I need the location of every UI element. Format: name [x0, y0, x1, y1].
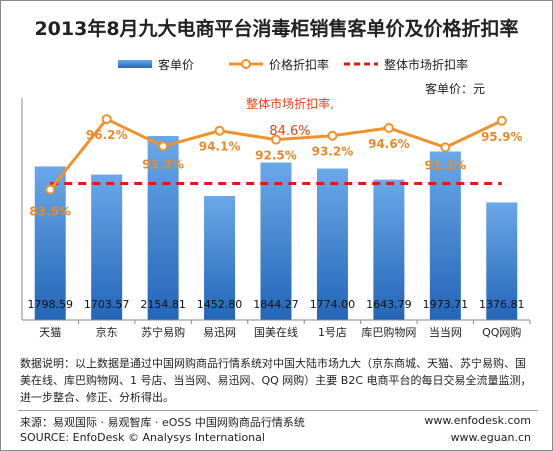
legend-bar-swatch — [118, 60, 152, 68]
discount-point-1 — [101, 114, 112, 125]
discount-label-3: 94.1% — [199, 140, 241, 154]
source-en: SOURCE: EnfoDesk © Analysys Internationa… — [20, 431, 265, 444]
discount-label-1: 96.2% — [86, 128, 128, 142]
discount-point-5 — [327, 130, 338, 141]
discount-point-4 — [271, 134, 281, 145]
bar-6 — [373, 179, 405, 320]
x-tick-label-7: 当当网 — [429, 325, 462, 339]
bar-4 — [260, 162, 292, 320]
bar-3 — [204, 195, 236, 320]
discount-point-6 — [383, 122, 394, 133]
x-tick-label-0: 天猫 — [39, 326, 61, 339]
x-tick-label-8: QQ网购 — [482, 325, 521, 339]
legend-dashed: 整体市场折扣率 — [344, 56, 474, 72]
discount-label-5: 93.2% — [312, 145, 354, 159]
discount-point-3 — [214, 125, 225, 136]
bar-value-label-5: 1774.00 — [310, 298, 356, 311]
discount-label-8: 95.9% — [481, 130, 523, 144]
chart-title: 2013年8月九大电商平台消毒柜销售客单价及价格折扣率 — [34, 18, 519, 40]
discount-label-6: 94.6% — [368, 137, 410, 151]
x-tick-label-1: 京东 — [96, 325, 118, 339]
legend-line-label: 价格折扣率 — [269, 58, 330, 72]
bar-value-label-0: 1798.59 — [27, 298, 73, 311]
discount-label-2: 91.3% — [142, 157, 184, 171]
x-tick-label-6: 库巴购物网 — [361, 325, 416, 339]
url-enfodesk: www.enfodesk.com — [424, 414, 531, 427]
bar-value-label-6: 1643.79 — [366, 298, 412, 311]
discount-label-0: 83.5% — [29, 205, 71, 219]
bar-value-label-1: 1703.57 — [84, 298, 130, 311]
annotation-line2: 84.6% — [269, 124, 310, 139]
bar-value-label-7: 1973.71 — [423, 298, 469, 311]
legend-dashed-label: 整体市场折扣率 — [384, 58, 469, 72]
bar-2 — [147, 136, 179, 320]
data-note: 数据说明：以上数据是通过中国网购商品行情系统对中国大陆市场九大（京东商城、天猫、… — [20, 357, 532, 404]
bar-7 — [429, 151, 461, 320]
bar-5 — [316, 168, 348, 320]
discount-point-2 — [158, 141, 169, 152]
bar-value-label-8: 1376.81 — [479, 298, 525, 311]
legend-bar-label: 客单价 — [158, 58, 195, 72]
source-cn: 来源：易观国际 · 易观智库 · eOSS 中国网购商品行情系统 — [20, 416, 305, 429]
x-tick-label-5: 1号店 — [318, 325, 347, 339]
bar-value-label-2: 2154.81 — [140, 298, 186, 311]
x-tick-label-2: 苏宁易购 — [141, 325, 185, 339]
url-eguan: www.eguan.cn — [450, 431, 531, 444]
bar-8 — [486, 202, 518, 320]
legend-line-swatch — [229, 59, 263, 69]
legend-bar: 客单价 — [118, 56, 198, 72]
discount-point-7 — [440, 142, 451, 153]
discount-label-7: 91.1% — [425, 158, 467, 172]
bar-1 — [91, 174, 123, 320]
x-tick-label-3: 易迅网 — [203, 326, 236, 339]
footer-divider — [18, 410, 538, 411]
x-tick-label-4: 国美在线 — [254, 325, 298, 339]
annotation-line1: 整体市场折扣率, — [246, 96, 334, 111]
discount-point-0 — [45, 184, 56, 195]
discount-label-4: 92.5% — [255, 149, 297, 163]
discount-point-8 — [496, 115, 507, 126]
bar-value-label-3: 1452.80 — [197, 298, 243, 311]
legend-line: 价格折扣率 — [229, 56, 329, 72]
bar-value-label-4: 1844.27 — [253, 298, 299, 311]
legend-dashed-swatch — [344, 62, 378, 66]
unit-label: 客单价：元 — [424, 82, 485, 96]
